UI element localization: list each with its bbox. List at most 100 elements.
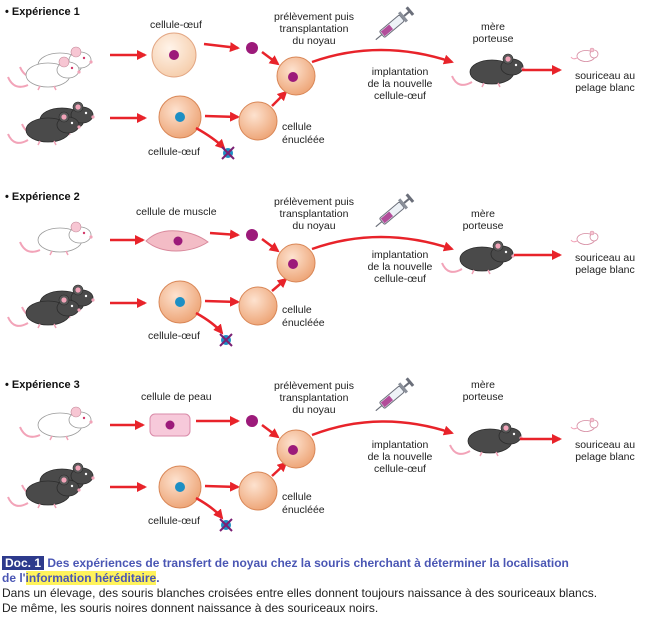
transfer-label-1: prélèvement puis — [274, 11, 354, 23]
white-mouse-icon — [19, 221, 94, 256]
arrow — [311, 48, 454, 65]
transfer-label-1: prélèvement puis — [274, 380, 354, 392]
mother-label-2: porteuse — [463, 391, 504, 403]
transfer-label-3: du noyau — [292, 35, 335, 47]
implant-label-1: implantation — [372, 249, 429, 261]
implant-label-2: de la nouvelle — [368, 261, 433, 273]
experiment-diagram: • Expérience 1 cellule-œuf cellule-œuf c… — [5, 4, 635, 532]
arrow — [261, 51, 280, 66]
nucleus — [288, 445, 298, 455]
transfer-label-3: du noyau — [292, 220, 335, 232]
transfer-label-3: du noyau — [292, 404, 335, 416]
arrow — [311, 235, 454, 252]
pup-icon — [570, 230, 599, 245]
arrow — [311, 420, 454, 437]
caption-title-line2: de l'information héréditaire. — [2, 571, 645, 586]
arrow — [271, 277, 288, 292]
mother-label-2: porteuse — [463, 220, 504, 232]
caption-title-part2: de l' — [2, 571, 26, 585]
enucleated-cell — [238, 286, 278, 326]
offspring-label-2: pelage blanc — [575, 82, 635, 94]
transfer-label-2: transplantation — [280, 392, 349, 404]
implant-label-1: implantation — [372, 66, 429, 78]
syringe-icon — [370, 191, 416, 233]
mother-label-1: mère — [471, 379, 495, 391]
cell-label: cellule de peau — [141, 391, 212, 403]
nucleus — [175, 112, 185, 122]
enucleated-label-1: cellule — [282, 491, 312, 503]
arrow — [261, 424, 280, 439]
extracted-nucleus — [246, 415, 258, 427]
nucleus — [169, 50, 179, 60]
nucleus — [288, 259, 298, 269]
experiment-2: • Expérience 2 cellule de muscle cellule… — [5, 191, 635, 347]
mother-label-1: mère — [471, 208, 495, 220]
arrow — [204, 481, 240, 492]
experiment-1: • Expérience 1 cellule-œuf cellule-œuf c… — [5, 4, 635, 160]
black-mouse-icon — [441, 240, 516, 275]
transfer-label-2: transplantation — [280, 23, 349, 35]
caption: Doc. 1 Des expériences de transfert de n… — [2, 556, 645, 616]
experiment-title: • Expérience 3 — [5, 379, 80, 391]
arrow — [271, 461, 288, 477]
offspring-label-1: souriceau au — [575, 439, 635, 451]
transfer-label-1: prélèvement puis — [274, 196, 354, 208]
arrow — [195, 126, 226, 150]
nucleus — [175, 482, 185, 492]
enucleated-label-2: énucléée — [282, 317, 325, 329]
offspring-label-2: pelage blanc — [575, 264, 635, 276]
nucleus — [173, 236, 183, 246]
caption-body-2: De même, les souris noires donnent naiss… — [2, 601, 379, 615]
caption-highlight: information héréditaire — [25, 571, 157, 585]
arrow — [195, 311, 224, 335]
syringe-icon — [370, 4, 416, 46]
doc-tag: Doc. 1 — [2, 556, 45, 570]
extracted-nucleus — [246, 42, 258, 54]
arrow — [204, 296, 240, 307]
offspring-label-1: souriceau au — [575, 252, 635, 264]
nucleus — [165, 420, 175, 430]
pup-icon — [570, 417, 599, 432]
recipient-label: cellule-œuf — [148, 515, 200, 527]
enucleated-label-2: énucléée — [282, 504, 325, 516]
caption-title-part1: Des expériences de transfert de noyau ch… — [47, 556, 569, 570]
offspring-label-1: souriceau au — [575, 70, 635, 82]
enucleated-cell — [238, 471, 278, 511]
cross-icon — [219, 333, 233, 347]
caption-title-end: . — [156, 571, 160, 585]
mother-label-2: porteuse — [473, 33, 514, 45]
offspring-label-2: pelage blanc — [575, 451, 635, 463]
arrow — [209, 229, 240, 240]
enucleated-label-2: énucléée — [282, 134, 325, 146]
syringe-icon — [370, 375, 416, 417]
arrow — [203, 42, 240, 53]
experiment-3: • Expérience 3 cellule de peau cellule-œ… — [5, 375, 635, 532]
implant-label-2: de la nouvelle — [368, 78, 433, 90]
implant-label-3: cellule-œuf — [374, 273, 426, 285]
arrow — [204, 111, 240, 122]
white-mouse-icon — [19, 406, 94, 441]
caption-title: Doc. 1 Des expériences de transfert de n… — [2, 556, 645, 571]
enucleated-cell — [238, 101, 278, 141]
enucleated-label-1: cellule — [282, 304, 312, 316]
extracted-nucleus — [246, 229, 258, 241]
nucleus — [288, 72, 298, 82]
implant-label-3: cellule-œuf — [374, 463, 426, 475]
cell-label: cellule de muscle — [136, 206, 217, 218]
caption-body-1: Dans un élevage, des souris blanches cro… — [2, 586, 598, 600]
implant-label-2: de la nouvelle — [368, 451, 433, 463]
pup-icon — [570, 47, 599, 62]
arrow — [195, 496, 224, 520]
experiment-title: • Expérience 2 — [5, 191, 80, 203]
mother-label-1: mère — [481, 21, 505, 33]
cell-label: cellule-œuf — [150, 19, 202, 31]
enucleated-label-1: cellule — [282, 121, 312, 133]
implant-label-3: cellule-œuf — [374, 90, 426, 102]
transfer-label-2: transplantation — [280, 208, 349, 220]
black-mouse-icon — [449, 422, 524, 457]
cross-icon — [219, 518, 233, 532]
black-mouse-icon — [451, 53, 526, 88]
arrow — [271, 90, 288, 107]
cross-icon — [221, 146, 235, 160]
recipient-label: cellule-œuf — [148, 146, 200, 158]
